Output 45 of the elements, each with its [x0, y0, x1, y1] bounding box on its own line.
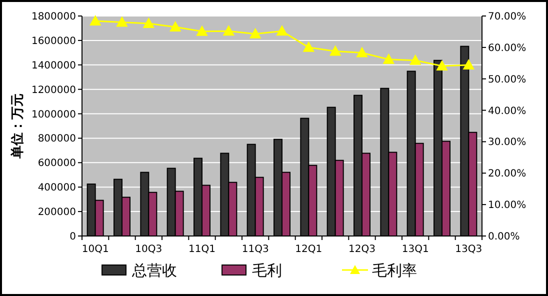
y2-tick-label: 20.00% [488, 168, 526, 180]
x-tick-label: 10Q1 [82, 244, 109, 255]
point [276, 26, 288, 36]
legend-label: 总营收 [131, 261, 177, 280]
y-tick-label: 1000000 [31, 109, 76, 120]
point [383, 54, 394, 64]
point [303, 42, 314, 52]
x-tick-label: 11Q1 [188, 244, 216, 255]
legend-label: 毛利 [252, 261, 282, 280]
point [436, 60, 448, 70]
point [196, 26, 208, 36]
y2-tick-label: 10.00% [488, 200, 526, 212]
x-tick-label: 10Q3 [135, 244, 162, 255]
point [90, 16, 101, 26]
point [330, 46, 341, 56]
y2-tick-label: 50.00% [488, 74, 526, 86]
y-tick-label: 1800000 [31, 12, 76, 22]
y-tick-label: 1600000 [31, 36, 76, 47]
y-tick-label: 400000 [38, 182, 76, 194]
y-tick-label: 1200000 [31, 84, 76, 96]
x-tick-label: 13Q1 [402, 244, 429, 255]
point [223, 26, 234, 36]
y2-tick-label: 40.00% [488, 106, 526, 117]
point [116, 16, 128, 27]
y-tick-label: 200000 [38, 207, 76, 218]
point [463, 60, 474, 70]
y2-tick-label: 70.00% [488, 12, 526, 22]
point [250, 28, 261, 38]
x-tick-label: 13Q3 [455, 244, 482, 255]
y-tick-label: 1400000 [31, 60, 76, 72]
legend-label: 毛利率 [372, 261, 417, 280]
y-axis-title: 单位：万元 [10, 94, 26, 160]
point [143, 18, 154, 28]
y-tick-label: 600000 [38, 158, 76, 170]
y-tick-label: 0 [70, 232, 76, 242]
point [410, 54, 421, 65]
y2-tick-label: 30.00% [488, 137, 526, 148]
x-tick-label: 12Q1 [295, 244, 322, 255]
x-tick-label: 12Q3 [348, 244, 376, 255]
y2-tick-label: 0.00% [488, 232, 520, 242]
y-tick-label: 800000 [38, 134, 76, 145]
point [356, 47, 368, 58]
point [170, 22, 181, 32]
x-tick-label: 11Q3 [242, 244, 269, 255]
y2-tick-label: 60.00% [488, 42, 526, 54]
